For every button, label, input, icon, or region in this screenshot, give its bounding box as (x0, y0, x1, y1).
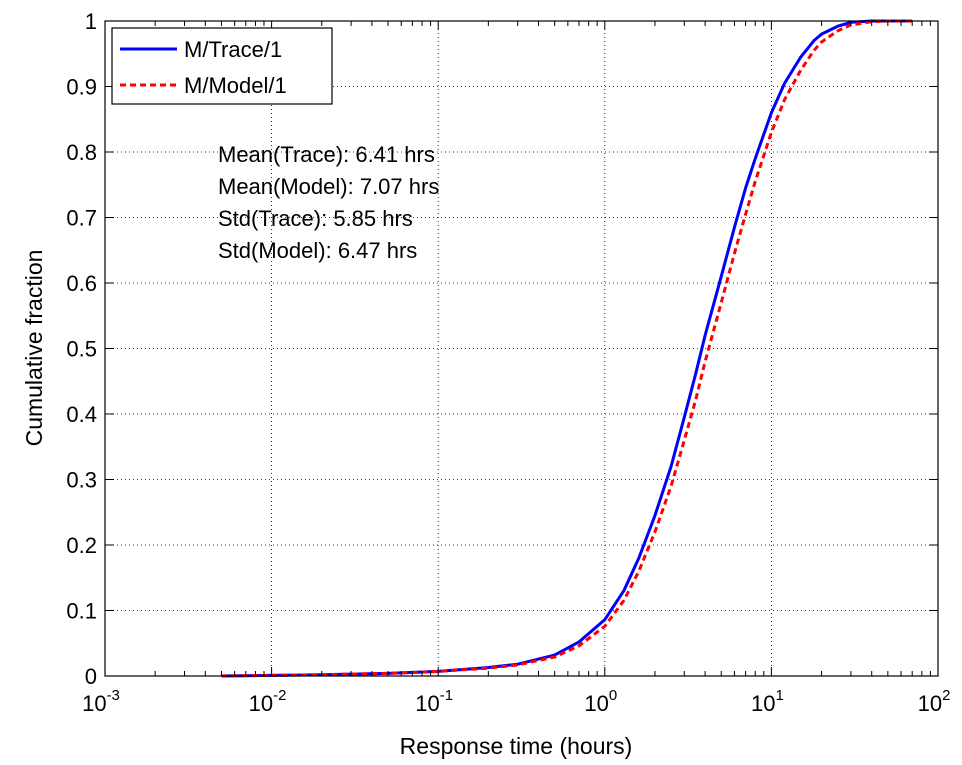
y-axis-title: Cumulative fraction (21, 250, 47, 447)
y-tick-label: 0.4 (66, 402, 97, 427)
x-tick-label: 10-1 (415, 687, 453, 716)
x-tick-label: 10-2 (249, 687, 287, 716)
series-line-trace (221, 19, 913, 678)
y-tick-label: 1 (85, 9, 97, 34)
x-tick-label: 10-3 (82, 687, 120, 716)
y-tick-label: 0.8 (66, 140, 97, 165)
annotation-std-trace: Std(Trace): 5.85 hrs (218, 206, 413, 231)
legend: M/Trace/1 M/Model/1 (111, 27, 333, 105)
x-tick-label: 101 (751, 687, 784, 716)
series-lines (221, 19, 913, 678)
y-tick-label: 0.2 (66, 533, 97, 558)
y-tick-label: 0.1 (66, 599, 97, 624)
legend-label-trace: M/Trace/1 (184, 37, 282, 62)
x-tick-label: 100 (584, 687, 617, 716)
y-tick-label: 0.3 (66, 468, 97, 493)
y-tick-label: 0.9 (66, 75, 97, 100)
annotation-mean-model: Mean(Model): 7.07 hrs (218, 174, 439, 199)
x-tick-label: 102 (918, 687, 951, 716)
tick-labels: 0 0.1 0.2 0.3 0.4 0.5 0.6 0.7 0.8 0.9 1 10-3 10-2 10-… (66, 9, 950, 716)
annotation-mean-trace: Mean(Trace): 6.41 hrs (218, 142, 435, 167)
legend-label-model: M/Model/1 (184, 73, 287, 98)
x-axis-title: Response time (hours) (400, 733, 633, 759)
y-tick-label: 0.5 (66, 337, 97, 362)
series-line-model (221, 19, 913, 678)
y-tick-label: 0.6 (66, 271, 97, 296)
grid-lines (105, 21, 938, 676)
y-tick-label: 0 (85, 664, 97, 689)
annotation-std-model: Std(Model): 6.47 hrs (218, 238, 417, 263)
annotation-block: Mean(Trace): 6.41 hrs Mean(Model): 7.07 … (218, 142, 439, 263)
legend-box (111, 27, 333, 105)
axes-box (104, 20, 939, 677)
y-tick-label: 0.7 (66, 206, 97, 231)
